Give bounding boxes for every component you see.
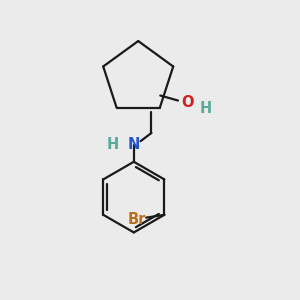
Text: H: H <box>107 137 119 152</box>
Text: N: N <box>128 137 140 152</box>
Text: H: H <box>200 101 212 116</box>
Text: Br: Br <box>127 212 146 227</box>
Text: O: O <box>182 95 194 110</box>
